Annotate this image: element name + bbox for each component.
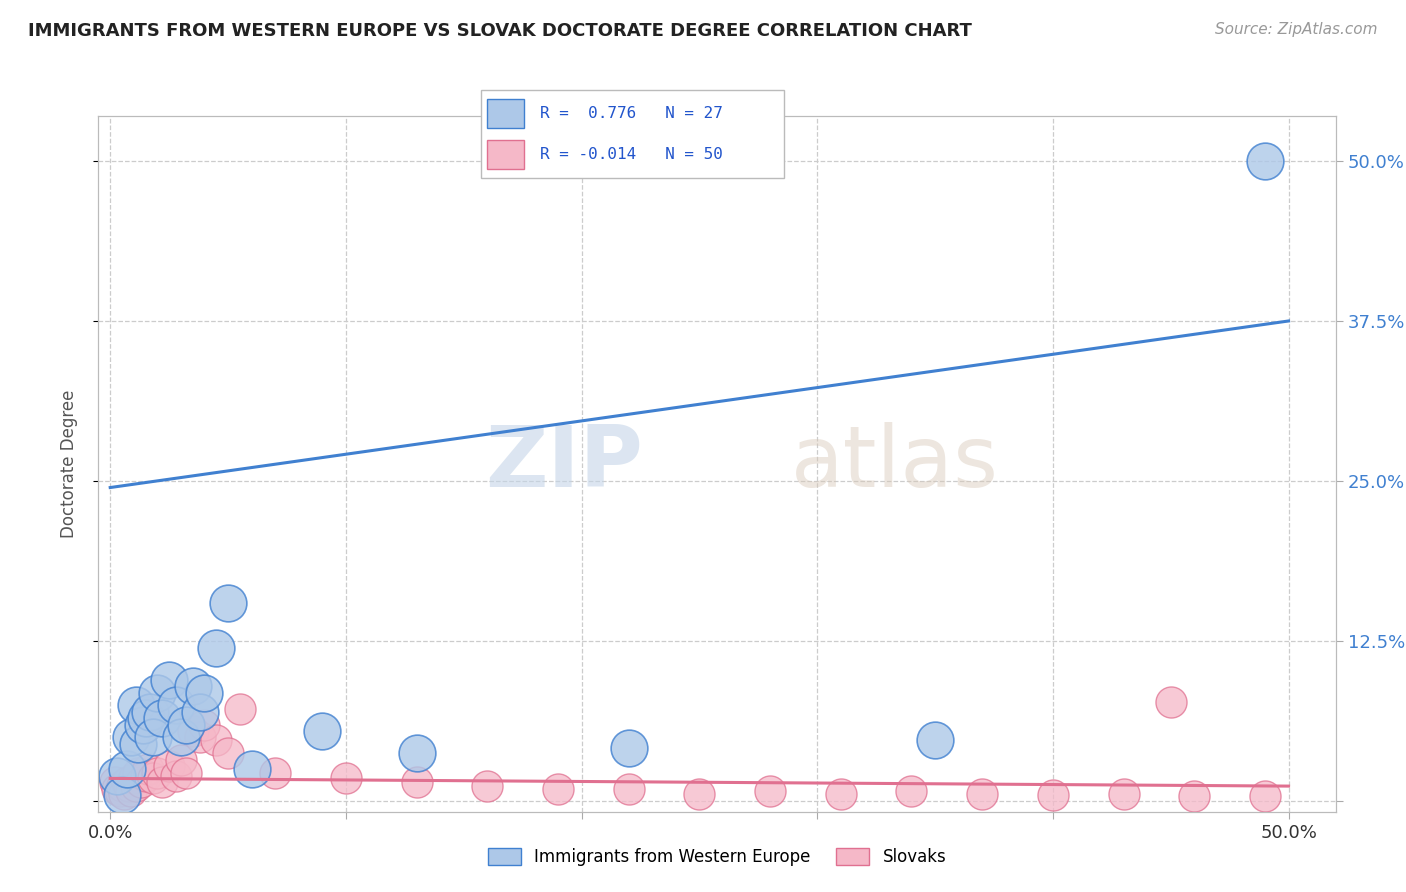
Point xyxy=(146,766,169,780)
Point xyxy=(150,775,173,789)
Point xyxy=(174,717,197,731)
Point xyxy=(125,779,148,793)
Point xyxy=(132,717,155,731)
Point xyxy=(127,766,149,780)
Text: IMMIGRANTS FROM WESTERN EUROPE VS SLOVAK DOCTORATE DEGREE CORRELATION CHART: IMMIGRANTS FROM WESTERN EUROPE VS SLOVAK… xyxy=(28,22,972,40)
Point xyxy=(547,781,569,796)
Point xyxy=(170,754,193,768)
Point xyxy=(120,731,142,745)
Point xyxy=(240,763,263,777)
Point xyxy=(217,746,239,760)
Point xyxy=(181,679,204,693)
Point xyxy=(617,781,640,796)
Point xyxy=(142,731,165,745)
Point xyxy=(1042,788,1064,802)
Point xyxy=(900,784,922,798)
Text: R = -0.014   N = 50: R = -0.014 N = 50 xyxy=(540,147,723,161)
Point xyxy=(830,787,852,801)
Point xyxy=(405,775,427,789)
Point xyxy=(181,724,204,739)
Point xyxy=(120,784,142,798)
Point xyxy=(617,740,640,755)
Point xyxy=(205,733,228,747)
Point xyxy=(1112,787,1135,801)
Point xyxy=(157,673,180,687)
FancyBboxPatch shape xyxy=(488,99,524,128)
Point xyxy=(118,779,141,793)
Point xyxy=(405,746,427,760)
Point xyxy=(188,705,211,719)
Y-axis label: Doctorate Degree: Doctorate Degree xyxy=(59,390,77,538)
Text: R =  0.776   N = 27: R = 0.776 N = 27 xyxy=(540,106,723,120)
FancyBboxPatch shape xyxy=(481,90,785,178)
Point xyxy=(193,717,215,731)
Point xyxy=(1182,789,1205,804)
Point xyxy=(139,705,162,719)
Point xyxy=(115,763,138,777)
Point xyxy=(127,737,149,751)
Point xyxy=(1254,789,1277,804)
Legend: Immigrants from Western Europe, Slovaks: Immigrants from Western Europe, Slovaks xyxy=(481,841,953,873)
Point xyxy=(108,784,131,798)
Point xyxy=(105,769,128,783)
Point xyxy=(150,711,173,725)
Point xyxy=(136,763,159,777)
Point xyxy=(972,787,994,801)
Point xyxy=(217,596,239,610)
Point xyxy=(174,766,197,780)
Point xyxy=(111,788,134,802)
Point xyxy=(264,766,287,780)
Point xyxy=(229,702,252,716)
Point xyxy=(1254,153,1277,168)
Point xyxy=(170,731,193,745)
Point xyxy=(759,784,782,798)
Point xyxy=(688,787,710,801)
Text: Source: ZipAtlas.com: Source: ZipAtlas.com xyxy=(1215,22,1378,37)
Point xyxy=(165,698,187,713)
Point xyxy=(122,772,145,786)
Point xyxy=(193,685,215,699)
Point xyxy=(135,711,157,725)
FancyBboxPatch shape xyxy=(488,140,524,169)
Point xyxy=(157,758,180,772)
Point xyxy=(115,775,138,789)
Point xyxy=(477,779,499,793)
Point xyxy=(135,769,157,783)
Point xyxy=(335,772,357,786)
Point xyxy=(924,733,946,747)
Point xyxy=(125,698,148,713)
Point xyxy=(165,769,187,783)
Point xyxy=(142,772,165,786)
Text: ZIP: ZIP xyxy=(485,422,643,506)
Text: atlas: atlas xyxy=(792,422,1000,506)
Point xyxy=(111,779,134,793)
Point xyxy=(129,775,152,789)
Point xyxy=(146,685,169,699)
Point xyxy=(311,724,333,739)
Point xyxy=(104,775,127,789)
Point xyxy=(105,781,128,796)
Point xyxy=(1160,694,1182,708)
Point xyxy=(188,731,211,745)
Point xyxy=(112,787,135,801)
Point xyxy=(205,640,228,655)
